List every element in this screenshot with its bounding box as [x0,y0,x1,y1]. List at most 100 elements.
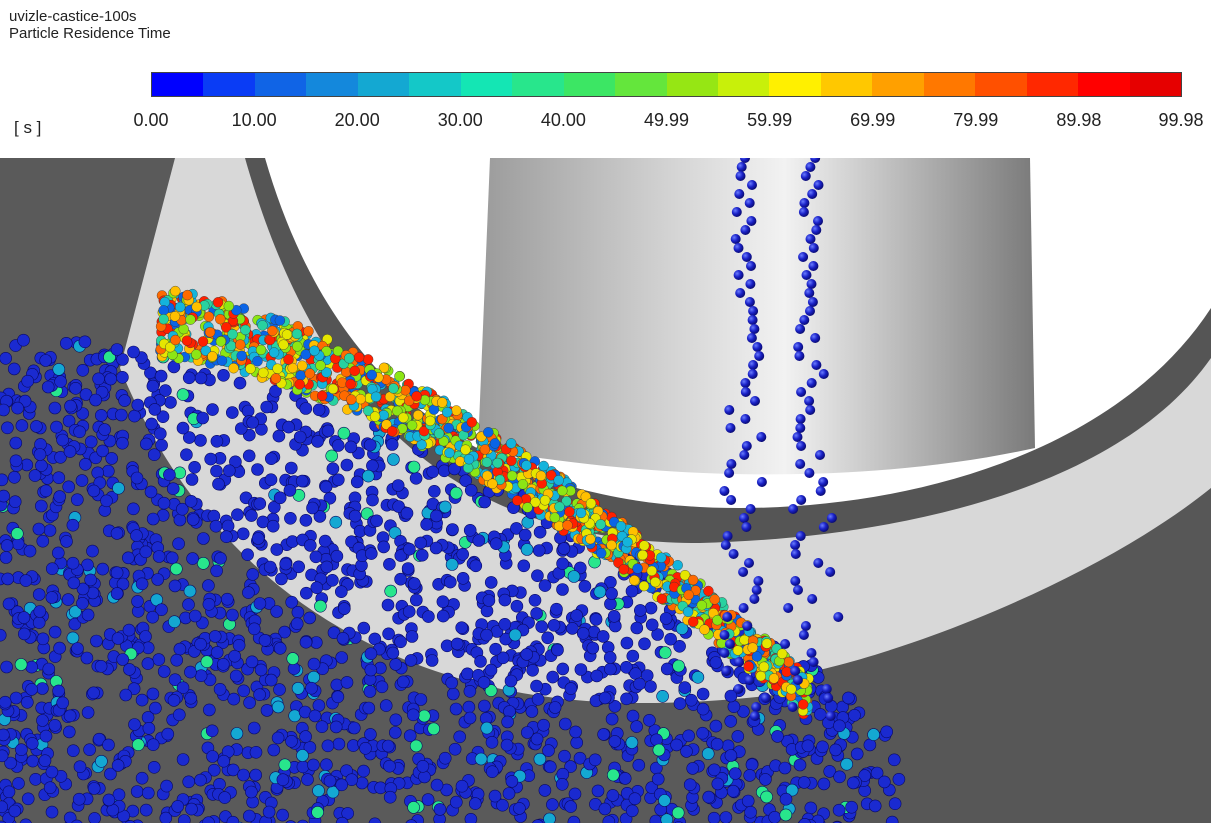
particle [366,369,377,381]
particle [364,663,378,677]
particle [173,466,187,480]
particle [887,753,901,767]
particle [341,807,355,820]
particle [81,558,94,572]
particle [210,464,223,478]
particle [242,586,255,599]
particle [330,549,344,563]
particle [664,632,677,646]
particle [111,632,125,645]
particle [32,616,46,629]
particle [407,801,420,814]
colorbar-tick-label: 40.00 [540,110,586,130]
particle [656,689,669,703]
particle [168,615,181,629]
falling-particle [745,279,756,289]
falling-particle [825,567,836,577]
particle [850,747,864,761]
particle [797,776,811,789]
particle [202,579,215,592]
particle [533,752,547,766]
particle [696,687,710,701]
particle [42,662,56,676]
particle [578,579,592,593]
particle [246,416,259,429]
falling-particle [744,675,755,685]
simulation-viewport[interactable] [0,158,1211,823]
particle [0,695,12,709]
particle [658,794,671,807]
particle [39,729,53,743]
particle [172,537,185,551]
falling-particle [740,387,751,397]
particle [11,401,24,415]
particle [391,479,405,492]
particle [543,760,557,774]
particle [589,613,603,626]
particle [751,651,763,662]
particle [258,633,272,647]
particle [885,815,899,823]
particle [104,767,117,781]
particle [92,372,105,386]
particle [480,628,493,642]
particle [182,598,195,611]
particle [67,744,80,758]
particle [197,556,210,570]
falling-particle [749,594,760,604]
particle [131,595,144,608]
particle [84,573,97,587]
particle [53,490,67,503]
particle [597,728,610,741]
colorbar-segment [975,73,1027,96]
particle [688,616,699,627]
particle [281,329,293,340]
particle [508,628,522,642]
particle [409,471,423,485]
particle [585,498,597,509]
particle [119,688,133,702]
particle [556,557,569,570]
particle [52,684,65,698]
particle [626,649,640,663]
particle [488,789,502,803]
particle [591,784,605,798]
particle [363,405,374,417]
particle [462,700,476,714]
particle [606,539,617,551]
particle [535,470,547,481]
particle [383,759,396,773]
particle [170,653,183,667]
particle [230,727,244,740]
particle [629,575,640,586]
particle [724,714,738,728]
particle [460,444,471,455]
particle [761,638,773,649]
particle [155,603,168,617]
particle [538,460,549,472]
particle [202,597,216,611]
particle [146,687,160,701]
particle [314,599,327,613]
colorbar-segment [1026,73,1079,96]
particle [194,637,207,651]
colorbar-tick-label: 69.99 [850,110,896,130]
particle [79,388,93,401]
particle [118,394,131,407]
falling-particle [787,702,798,712]
particle [892,772,906,786]
falling-particle [798,207,809,217]
particle [329,720,343,734]
particle [33,605,47,618]
particle [164,341,176,353]
particle [0,749,9,763]
particle [608,699,622,713]
falling-particle [795,414,806,424]
particle [771,730,784,743]
particle [270,543,284,556]
particle [299,513,313,527]
particle [66,556,80,570]
particle [464,483,478,497]
particle [348,509,362,523]
particle [196,411,209,425]
